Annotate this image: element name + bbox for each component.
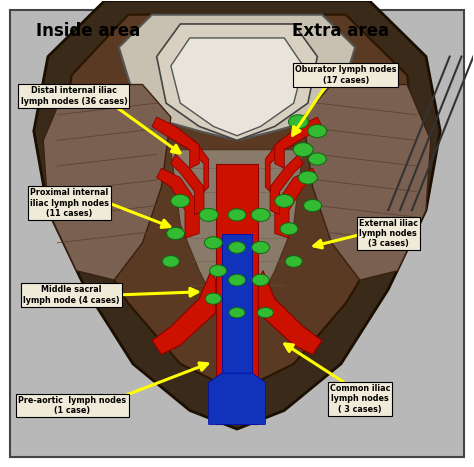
Polygon shape [152,117,199,168]
Polygon shape [275,117,322,168]
Ellipse shape [171,194,190,207]
Text: Pre-aortic  lymph nodes
(1 case): Pre-aortic lymph nodes (1 case) [18,396,127,416]
Polygon shape [209,373,265,425]
Polygon shape [156,168,199,238]
Polygon shape [270,155,303,215]
Ellipse shape [210,265,227,276]
Ellipse shape [166,227,184,240]
Ellipse shape [162,255,179,267]
Ellipse shape [293,143,313,156]
Polygon shape [62,14,417,392]
Text: Oburator lymph nodes
(17 cases): Oburator lymph nodes (17 cases) [295,65,396,85]
Ellipse shape [257,308,273,318]
Ellipse shape [308,125,327,138]
Ellipse shape [228,209,246,221]
Polygon shape [171,155,204,215]
Ellipse shape [285,255,302,267]
Ellipse shape [309,153,326,165]
Polygon shape [34,0,440,429]
Text: Inside area: Inside area [36,21,140,40]
Text: Distal internal iliac
lymph nodes (36 cases): Distal internal iliac lymph nodes (36 ca… [20,86,128,106]
Ellipse shape [228,241,246,253]
Text: Proximal internal
iliac lymph nodes
(11 cases): Proximal internal iliac lymph nodes (11 … [30,188,109,218]
Ellipse shape [299,171,318,184]
Ellipse shape [289,115,309,129]
Polygon shape [152,271,216,354]
Ellipse shape [251,208,270,221]
Text: External iliac
lymph nodes
(3 cases): External iliac lymph nodes (3 cases) [359,219,418,248]
Polygon shape [216,163,258,425]
Ellipse shape [204,237,222,249]
Ellipse shape [280,223,298,235]
Ellipse shape [229,308,245,318]
Ellipse shape [252,274,269,286]
Polygon shape [43,85,171,280]
Ellipse shape [205,293,221,304]
Polygon shape [180,136,209,191]
Ellipse shape [228,274,246,286]
Ellipse shape [252,241,270,254]
Ellipse shape [199,208,218,221]
Polygon shape [156,24,318,141]
Ellipse shape [304,199,321,212]
Ellipse shape [275,194,294,207]
Polygon shape [258,271,322,354]
Polygon shape [171,150,303,326]
Text: Middle sacral
lymph node (4 cases): Middle sacral lymph node (4 cases) [23,285,120,304]
Polygon shape [265,136,294,191]
Polygon shape [275,168,318,238]
Polygon shape [171,38,303,136]
Text: Extra area: Extra area [292,21,390,40]
Polygon shape [303,85,431,280]
Polygon shape [119,14,355,141]
FancyBboxPatch shape [10,10,464,457]
Text: Common iliac
lymph nodes
( 3 cases): Common iliac lymph nodes ( 3 cases) [330,384,390,414]
Polygon shape [222,234,252,425]
